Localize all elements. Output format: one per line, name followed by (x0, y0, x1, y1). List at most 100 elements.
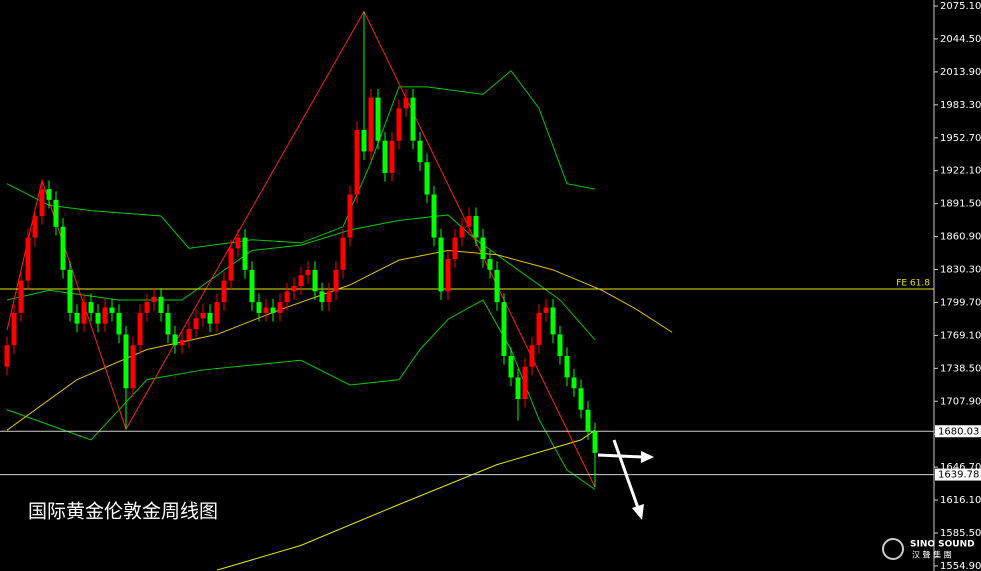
candle-body (74, 312, 80, 324)
y-tick-label: 2044.50 (940, 34, 981, 45)
candle-body (578, 388, 584, 410)
candle-body (543, 307, 549, 313)
candle-body (319, 291, 325, 303)
candle-body (109, 307, 115, 313)
indicator-line (6, 249, 673, 431)
candle-body (144, 302, 150, 313)
candle-body (326, 291, 332, 303)
candle-body (270, 307, 276, 313)
candle-body (11, 312, 17, 346)
candle-body (32, 216, 38, 238)
candle-body (130, 345, 136, 389)
candle-body (179, 339, 185, 346)
candle-body (18, 280, 24, 313)
candle-body (515, 377, 521, 400)
level-label: FE 61.8 (896, 278, 930, 288)
candle-body (298, 275, 304, 286)
candle-body (249, 269, 255, 303)
candle-body (312, 269, 318, 292)
candle-body (508, 355, 514, 378)
y-tick-label: 1769.10 (940, 330, 981, 341)
candle-body (228, 248, 234, 281)
candle-body (221, 280, 227, 303)
candle-body (452, 237, 458, 260)
candle-body (571, 377, 577, 389)
y-tick-label: 1952.70 (940, 133, 981, 144)
indicator-line (6, 299, 596, 490)
candle-body (592, 431, 598, 453)
y-tick-label: 1922.10 (940, 166, 981, 177)
level-label-box (935, 468, 981, 481)
candle-body (277, 302, 283, 313)
chart-title: 国际黄金伦敦金周线图 (28, 501, 218, 523)
candle-body (235, 237, 241, 249)
candle-body (557, 334, 563, 356)
candle-body (361, 129, 367, 152)
candle-body (123, 334, 129, 389)
candle-body (137, 312, 143, 346)
candle-body (200, 312, 206, 319)
candle-body (151, 296, 157, 303)
candle-body (116, 312, 122, 335)
y-tick-label: 2075.10 (940, 1, 981, 12)
candle-body (529, 345, 535, 367)
candle-body (193, 318, 199, 330)
y-tick-label: 1616.10 (940, 495, 981, 506)
candle-body (522, 366, 528, 400)
logo-name: SINO SOUND (910, 540, 975, 550)
candle-body (4, 345, 10, 367)
y-tick-label: 1983.30 (940, 100, 981, 111)
candle-body (102, 307, 108, 324)
y-tick-label: 1799.70 (940, 297, 981, 308)
y-tick-label: 1707.90 (940, 396, 981, 407)
candle-body (445, 259, 451, 292)
candle-body (39, 189, 45, 217)
candle-body (25, 237, 31, 281)
candle-body (501, 302, 507, 356)
candle-body (473, 216, 479, 238)
candle-body (494, 269, 500, 303)
y-tick-label: 1891.50 (940, 199, 981, 210)
candle-body (165, 312, 171, 335)
candle-body (53, 199, 59, 227)
candle-body (564, 355, 570, 378)
candle-body (375, 97, 381, 141)
candle-body (291, 285, 297, 292)
y-tick-label: 1738.50 (940, 363, 981, 374)
y-tick-label: 1554.90 (940, 561, 981, 571)
logo-subtitle: 汉 聲 集 團 (912, 550, 952, 560)
candle-body (403, 97, 409, 109)
candle-body (88, 302, 94, 313)
candle-body (95, 312, 101, 324)
candle-body (214, 302, 220, 324)
candle-body (340, 237, 346, 270)
candle-body (81, 302, 87, 324)
y-tick-label: 1585.50 (940, 528, 981, 539)
candle-body (368, 97, 374, 152)
level-label: 1639.78 (938, 470, 979, 481)
candle-body (172, 334, 178, 346)
candle-body (382, 140, 388, 173)
candle-body (424, 162, 430, 195)
level-label: 1680.03 (938, 426, 979, 437)
candle-body (60, 226, 66, 270)
plot-area (0, 10, 934, 571)
candle-body (459, 226, 465, 238)
candle-body (417, 140, 423, 163)
candle-body (396, 108, 402, 141)
candle-body (431, 194, 437, 238)
candle-body (389, 140, 395, 173)
candle-body (67, 269, 73, 313)
candle-body (284, 291, 290, 303)
indicator-line (216, 429, 596, 571)
candle-body (207, 312, 213, 324)
candle-body (46, 189, 52, 200)
candle-body (550, 307, 556, 335)
y-tick-label: 1860.90 (940, 232, 981, 243)
candle-body (186, 329, 192, 340)
y-tick-label: 1830.30 (940, 265, 981, 276)
logo-icon (882, 538, 904, 560)
candle-body (487, 259, 493, 270)
